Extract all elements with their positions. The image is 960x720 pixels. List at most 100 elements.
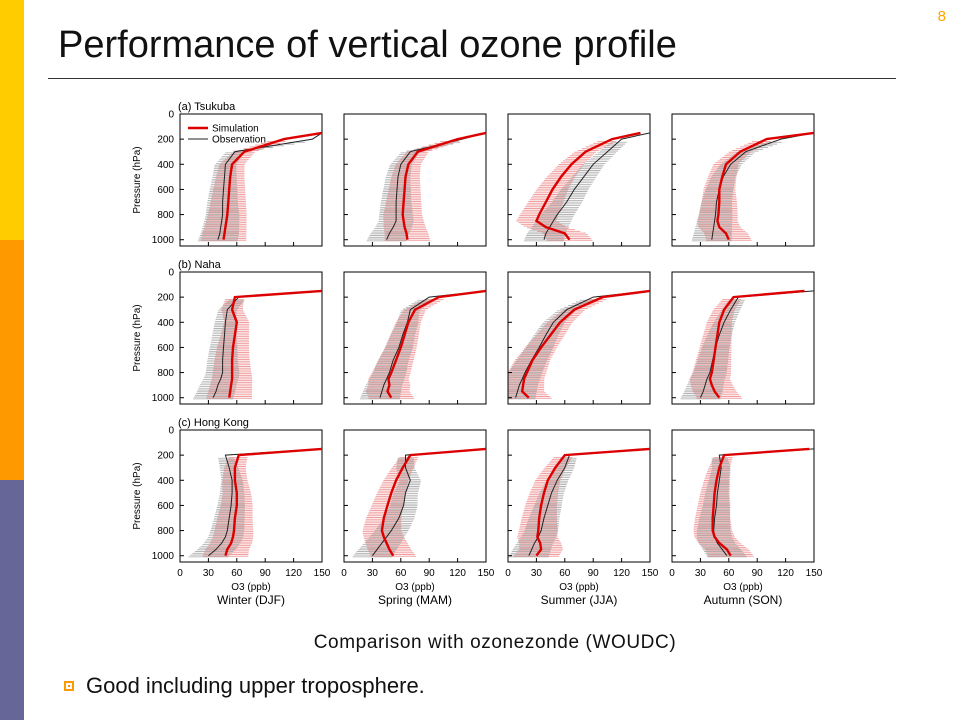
station-label: (b) Naha bbox=[178, 259, 222, 271]
x-tick-label: 90 bbox=[588, 568, 600, 579]
x-tick-label: 150 bbox=[478, 568, 495, 579]
legend-observation-label: Observation bbox=[212, 135, 266, 146]
x-tick-label: 60 bbox=[559, 568, 571, 579]
bullet-text: Good including upper troposphere. bbox=[86, 673, 425, 698]
panel-frame bbox=[343, 113, 487, 247]
x-tick-label: 30 bbox=[531, 568, 543, 579]
y-tick-label: 400 bbox=[157, 476, 174, 487]
y-tick-label: 0 bbox=[168, 268, 174, 279]
x-tick-label: 150 bbox=[642, 568, 659, 579]
x-tick-label: 60 bbox=[395, 568, 407, 579]
y-tick-label: 400 bbox=[157, 160, 174, 171]
y-tick-label: 200 bbox=[157, 135, 174, 146]
x-tick-label: 120 bbox=[777, 568, 794, 579]
season-label: Summer (JJA) bbox=[541, 593, 618, 607]
simulation-line bbox=[711, 447, 810, 557]
slide-title: Performance of vertical ozone profile bbox=[58, 24, 677, 66]
y-tick-label: 0 bbox=[168, 426, 174, 437]
panel-frame bbox=[507, 113, 651, 247]
y-tick-label: 1000 bbox=[152, 235, 175, 246]
simulation-line bbox=[520, 289, 651, 399]
page-number: 8 bbox=[937, 8, 946, 25]
observation-line bbox=[379, 290, 487, 398]
hollow-square-bullet-icon bbox=[64, 681, 74, 691]
station-label: (a) Tsukuba bbox=[178, 101, 236, 113]
observation-line bbox=[711, 132, 815, 240]
x-tick-label: 120 bbox=[285, 568, 302, 579]
station-label: (c) Hong Kong bbox=[178, 417, 249, 429]
x-tick-label: 0 bbox=[669, 568, 675, 579]
bullet-point: Good including upper troposphere. bbox=[64, 673, 425, 699]
observation-line bbox=[208, 448, 323, 557]
x-tick-label: 90 bbox=[752, 568, 764, 579]
x-tick-label: 30 bbox=[203, 568, 215, 579]
observation-line bbox=[528, 448, 651, 556]
legend-simulation-label: Simulation bbox=[212, 124, 259, 135]
y-tick-label: 1000 bbox=[152, 393, 175, 404]
side-stripe-yellow bbox=[0, 0, 24, 240]
x-tick-label: 0 bbox=[177, 568, 183, 579]
observation-line bbox=[371, 448, 487, 556]
x-axis-label: O3 (ppb) bbox=[231, 582, 270, 593]
y-tick-label: 400 bbox=[157, 318, 174, 329]
y-tick-label: 0 bbox=[168, 110, 174, 121]
x-tick-label: 90 bbox=[424, 568, 436, 579]
x-tick-label: 120 bbox=[449, 568, 466, 579]
y-tick-label: 800 bbox=[157, 526, 174, 537]
panel-frame bbox=[179, 113, 323, 247]
x-axis-label: O3 (ppb) bbox=[723, 582, 762, 593]
x-axis-label: O3 (ppb) bbox=[395, 582, 434, 593]
title-divider bbox=[48, 78, 896, 79]
observation-line bbox=[212, 290, 323, 398]
panel-frame bbox=[507, 271, 651, 405]
x-tick-label: 150 bbox=[314, 568, 331, 579]
simulation-line bbox=[716, 131, 815, 241]
panel-frame bbox=[179, 429, 323, 563]
season-label: Autumn (SON) bbox=[704, 593, 783, 607]
simulation-line bbox=[228, 289, 323, 398]
simulation-line bbox=[708, 289, 805, 399]
y-tick-label: 200 bbox=[157, 293, 174, 304]
x-tick-label: 0 bbox=[505, 568, 511, 579]
panel-frame bbox=[343, 429, 487, 563]
simulation-line bbox=[534, 131, 641, 241]
panel-frame bbox=[179, 271, 323, 405]
season-label: Winter (DJF) bbox=[217, 593, 285, 607]
y-tick-label: 600 bbox=[157, 343, 174, 354]
panel-frame bbox=[671, 429, 815, 563]
x-tick-label: 30 bbox=[367, 568, 379, 579]
x-tick-label: 30 bbox=[695, 568, 707, 579]
x-tick-label: 60 bbox=[231, 568, 243, 579]
simulation-line bbox=[386, 289, 487, 399]
side-stripe-orange bbox=[0, 240, 24, 480]
y-axis-label: Pressure (hPa) bbox=[132, 304, 143, 371]
x-tick-label: 150 bbox=[806, 568, 823, 579]
side-stripe-purple bbox=[0, 480, 24, 720]
panel-frame bbox=[671, 113, 815, 247]
simulation-line bbox=[380, 447, 487, 557]
y-tick-label: 1000 bbox=[152, 551, 175, 562]
y-tick-label: 200 bbox=[157, 451, 174, 462]
y-tick-label: 800 bbox=[157, 368, 174, 379]
x-tick-label: 60 bbox=[723, 568, 735, 579]
simulation-line bbox=[222, 131, 323, 240]
panel-frame bbox=[343, 271, 487, 405]
x-tick-label: 120 bbox=[613, 568, 630, 579]
simulation-line bbox=[224, 447, 323, 557]
panel-frame bbox=[507, 429, 651, 563]
simulation-line bbox=[535, 447, 651, 557]
x-tick-label: 0 bbox=[341, 568, 347, 579]
y-axis-label: Pressure (hPa) bbox=[132, 462, 143, 529]
y-tick-label: 600 bbox=[157, 185, 174, 196]
x-tick-label: 90 bbox=[260, 568, 272, 579]
simulation-line bbox=[401, 131, 487, 240]
panel-frame bbox=[671, 271, 815, 405]
observation-line bbox=[386, 132, 487, 240]
y-axis-label: Pressure (hPa) bbox=[132, 146, 143, 213]
x-axis-label: O3 (ppb) bbox=[559, 582, 598, 593]
y-tick-label: 600 bbox=[157, 501, 174, 512]
season-label: Spring (MAM) bbox=[378, 593, 452, 607]
figure-caption: Comparison with ozonezonde (WOUDC) bbox=[313, 632, 677, 653]
y-tick-label: 800 bbox=[157, 210, 174, 221]
